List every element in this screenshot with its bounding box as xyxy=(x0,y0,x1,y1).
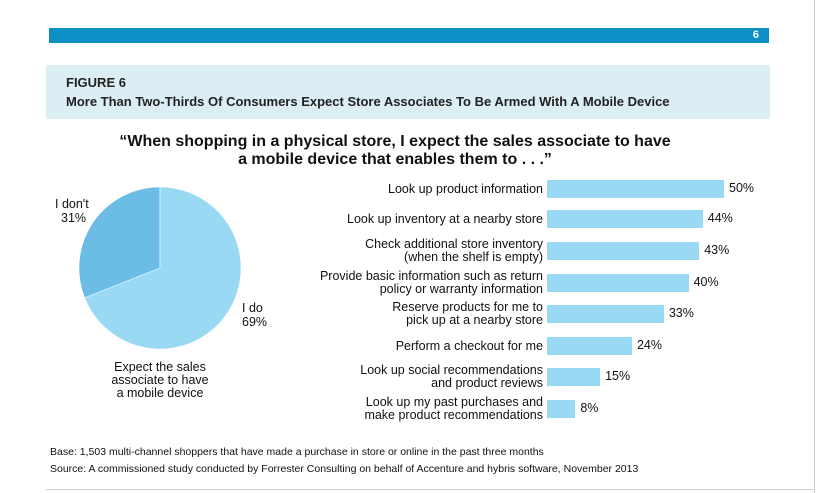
bar-category-label: Look up my past purchases and make produc… xyxy=(364,396,543,422)
pie-slice-do xyxy=(84,186,242,350)
bar xyxy=(547,180,724,198)
survey-question: “When shopping in a physical store, I ex… xyxy=(60,133,730,169)
bar xyxy=(547,274,689,292)
frame-border-right xyxy=(814,0,815,493)
bar-category-label-line: Check additional store inventory xyxy=(365,237,543,251)
survey-question-line-2: a mobile device that enables them to . .… xyxy=(238,151,552,168)
bar xyxy=(547,210,703,228)
bar-value-label: 43% xyxy=(704,243,730,257)
pie-slice-dont xyxy=(78,186,161,299)
pie-label-dont-text: I don't xyxy=(55,197,89,211)
bar-category-label-line: (when the shelf is empty) xyxy=(404,250,543,264)
bar-category-label: Perform a checkout for me xyxy=(395,338,543,353)
bar-value-label: 8% xyxy=(580,401,599,415)
bar-category-label: Reserve products for me to pick up at a n… xyxy=(392,301,543,327)
bar-category-label: Look up social recommendations and produc… xyxy=(360,364,543,390)
bar-category-label-line: Reserve products for me to xyxy=(392,300,543,314)
bar xyxy=(547,337,632,355)
bar-category-label: Check additional store inventory (when th… xyxy=(365,238,543,264)
bar-category-label-line: Look up product information xyxy=(388,181,543,196)
page-header-bar: 6 xyxy=(49,28,769,43)
footer-source: Source: A commissioned study conducted b… xyxy=(50,463,639,475)
bar-category-label-line: and product reviews xyxy=(431,376,543,390)
survey-question-line-1: “When shopping in a physical store, I ex… xyxy=(119,133,671,150)
pie-label-dont: I don't 31% xyxy=(55,197,89,225)
figure-label: FIGURE 6 xyxy=(66,75,126,90)
bar-category-label-line: pick up at a nearby store xyxy=(406,313,543,327)
bar-value-label: 40% xyxy=(693,275,719,289)
bar-value-label: 44% xyxy=(707,211,733,225)
pie-label-do-value: 69% xyxy=(242,315,268,329)
bar-value-label: 33% xyxy=(668,306,694,320)
pie-label-do: I do 69% xyxy=(242,301,267,329)
pie-caption: Expect the sales associate to have a mob… xyxy=(90,361,230,400)
figure-header: FIGURE 6 More Than Two-Thirds Of Consume… xyxy=(46,65,770,119)
footer-base: Base: 1,503 multi-channel shoppers that … xyxy=(50,446,544,458)
bar-category-label-line: policy or warranty information xyxy=(379,282,543,296)
bar-category-label-line: Look up inventory at a nearby store xyxy=(347,211,543,226)
bar xyxy=(547,242,700,260)
pie-label-do-text: I do xyxy=(242,301,263,315)
frame-border-bottom xyxy=(46,489,815,490)
figure-title: More Than Two-Thirds Of Consumers Expect… xyxy=(66,94,670,109)
bar xyxy=(547,400,576,418)
bar-value-label: 50% xyxy=(729,181,755,195)
bar-category-label-line: Look up my past purchases and xyxy=(365,395,543,409)
bar-value-label: 24% xyxy=(636,338,662,352)
bar-category-label: Look up product information xyxy=(388,181,543,196)
pie-caption-line: a mobile device xyxy=(116,386,204,400)
bar-category-label: Look up inventory at a nearby store xyxy=(347,211,543,226)
bar-category-label-line: make product recommendations xyxy=(364,408,543,422)
bar xyxy=(547,305,664,323)
bar-category-label: Provide basic information such as return… xyxy=(320,270,543,296)
bar-category-label-line: Look up social recommendations xyxy=(360,363,543,377)
bar-value-label: 15% xyxy=(605,369,631,383)
bar-category-label-line: Perform a checkout for me xyxy=(395,338,543,353)
bar xyxy=(547,368,601,386)
page-number: 6 xyxy=(752,29,759,41)
pie-caption-line: associate to have xyxy=(111,373,209,387)
pie-caption-line: Expect the sales xyxy=(114,360,206,374)
pie-label-dont-value: 31% xyxy=(61,211,87,225)
bar-category-label-line: Provide basic information such as return xyxy=(319,269,543,283)
